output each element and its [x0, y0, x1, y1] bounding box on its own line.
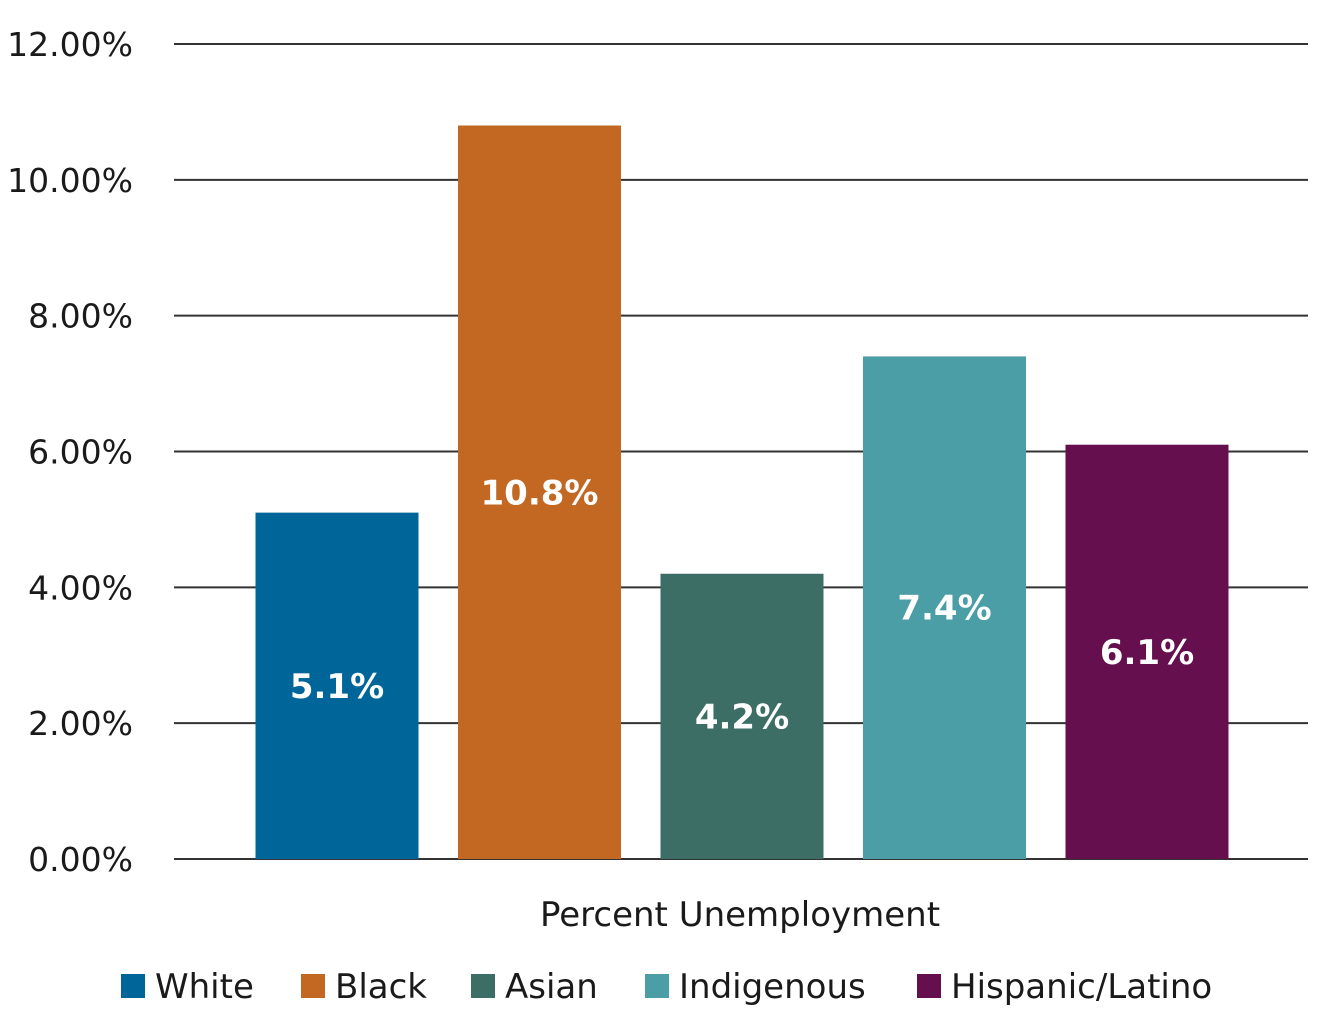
legend-label: Black — [335, 967, 427, 1007]
y-tick-label: 12.00% — [7, 25, 133, 64]
legend-swatch — [917, 974, 941, 998]
bars — [255, 125, 1229, 859]
y-tick-label: 10.00% — [7, 161, 133, 200]
y-tick-label: 0.00% — [28, 840, 133, 879]
legend-swatch — [121, 974, 145, 998]
legend-label: Hispanic/Latino — [951, 967, 1212, 1007]
bar-asian — [660, 573, 824, 859]
x-axis-label: Percent Unemployment — [540, 895, 940, 935]
data-label: 6.1% — [1100, 633, 1194, 673]
legend-swatch — [471, 974, 495, 998]
y-tick-label: 4.00% — [28, 568, 133, 607]
data-label: 4.2% — [695, 697, 789, 737]
y-axis-tick-labels: 0.00% 2.00% 4.00% 6.00% 8.00% 10.00% 12.00% — [7, 25, 133, 879]
data-label: 10.8% — [481, 473, 599, 513]
legend-swatch — [645, 974, 669, 998]
data-label: 7.4% — [897, 589, 991, 629]
bar-white — [255, 512, 419, 859]
legend-label: Indigenous — [679, 967, 866, 1007]
legend-swatch — [301, 974, 325, 998]
legend-label: White — [155, 967, 254, 1007]
data-labels: 5.1% 10.8% 4.2% 7.4% 6.1% — [290, 473, 1194, 737]
bar-indigenous — [863, 356, 1026, 859]
bar-hispanic-latino — [1065, 444, 1229, 859]
y-tick-label: 6.00% — [28, 433, 133, 472]
y-tick-label: 8.00% — [28, 297, 133, 336]
y-tick-label: 2.00% — [28, 704, 133, 743]
legend-label: Asian — [505, 967, 598, 1007]
legend: White Black Asian Indigenous Hispanic/Latino — [121, 967, 1212, 1007]
bar-black — [458, 125, 621, 859]
data-label: 5.1% — [290, 667, 384, 707]
